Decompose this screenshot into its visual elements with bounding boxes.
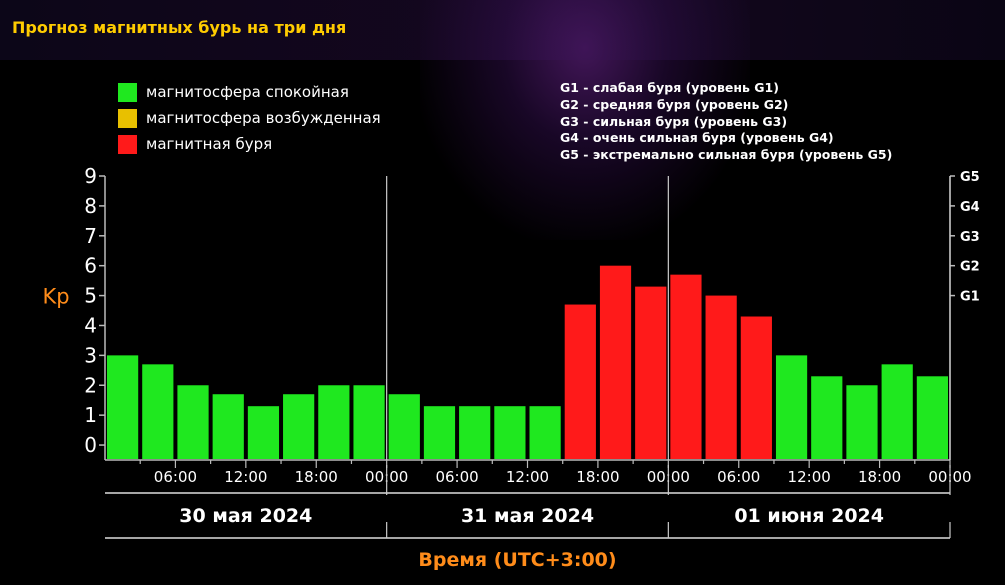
- g-scale-item-g5: G5 - экстремально сильная буря (уровень …: [560, 147, 893, 163]
- g-tick-label: G2: [960, 260, 980, 275]
- kp-bar: [529, 406, 561, 459]
- x-tick-label: 12:00: [506, 468, 549, 486]
- x-tick-label: 18:00: [295, 468, 338, 486]
- kp-bar: [599, 265, 632, 459]
- g-scale-item-g3: G3 - сильная буря (уровень G3): [560, 113, 788, 129]
- g-tick-label: G4: [960, 200, 980, 215]
- kp-bar: [107, 355, 139, 459]
- g-scale-item-g2: G2 - средняя буря (уровень G2): [560, 96, 789, 112]
- kp-bar: [212, 394, 244, 459]
- kp-bar: [740, 316, 772, 459]
- legend-item-storm: магнитная буря: [118, 131, 381, 157]
- kp-bar: [494, 406, 526, 459]
- kp-bar: [635, 286, 667, 459]
- x-tick-label: 12:00: [788, 468, 831, 486]
- legend-label-calm: магнитосфера спокойная: [146, 83, 349, 101]
- x-tick-label: 18:00: [858, 468, 901, 486]
- g-scale-legend: G1 - слабая буря (уровень G1) G2 - средн…: [560, 80, 892, 164]
- day-label: 01 июня 2024: [734, 505, 884, 527]
- kp-bar: [811, 376, 843, 459]
- y-tick-label: 6: [84, 254, 97, 278]
- g-tick-label: G1: [960, 290, 980, 305]
- kp-bar: [705, 295, 737, 459]
- kp-bar: [423, 406, 456, 459]
- kp-bar: [459, 406, 491, 459]
- day-label: 30 мая 2024: [179, 505, 312, 527]
- legend-swatch-excited: [118, 108, 137, 128]
- kp-bar: [177, 385, 209, 459]
- day-label: 31 мая 2024: [461, 505, 594, 527]
- g-tick-label: G5: [960, 170, 980, 185]
- kp-bar: [142, 364, 174, 459]
- kp-bar: [846, 385, 878, 459]
- kp-bar: [564, 304, 596, 459]
- kp-bar: [916, 376, 948, 459]
- y-tick-label: 9: [84, 164, 97, 188]
- y-axis-label: Kp: [42, 285, 69, 309]
- x-tick-label: 06:00: [435, 468, 478, 486]
- kp-bar: [670, 274, 702, 459]
- x-tick-label: 06:00: [717, 468, 760, 486]
- chart-title: Прогноз магнитных бурь на три дня: [12, 18, 347, 37]
- kp-bar: [775, 355, 808, 459]
- y-tick-label: 1: [84, 403, 97, 427]
- x-tick-label: 06:00: [154, 468, 197, 486]
- legend-swatch-storm: [118, 134, 137, 154]
- legend-item-excited: магнитосфера возбужденная: [118, 105, 381, 131]
- y-tick-label: 3: [84, 343, 97, 367]
- kp-bar: [283, 394, 315, 459]
- y-tick-label: 2: [84, 373, 97, 397]
- g-tick-label: G3: [960, 230, 980, 245]
- g-scale-item-g4: G4 - очень сильная буря (уровень G4): [560, 130, 834, 146]
- color-legend: магнитосфера спокойная магнитосфера возб…: [118, 79, 381, 157]
- legend-item-calm: магнитосфера спокойная: [118, 79, 381, 105]
- g-scale-item-g1: G1 - слабая буря (уровень G1): [560, 80, 779, 95]
- kp-bar: [881, 364, 913, 459]
- x-axis-label: Время (UTC+3:00): [418, 549, 616, 571]
- legend-swatch-calm: [118, 82, 137, 102]
- x-tick-label: 18:00: [576, 468, 619, 486]
- y-tick-label: 8: [84, 194, 97, 218]
- y-tick-label: 5: [84, 284, 97, 308]
- kp-bar: [247, 406, 280, 459]
- legend-label-excited: магнитосфера возбужденная: [146, 109, 381, 127]
- kp-bar: [388, 394, 420, 459]
- kp-bar: [318, 385, 350, 459]
- y-tick-label: 4: [84, 313, 97, 337]
- y-tick-label: 7: [84, 224, 97, 248]
- legend-label-storm: магнитная буря: [146, 135, 273, 153]
- kp-bar: [353, 385, 385, 459]
- y-tick-label: 0: [84, 433, 97, 457]
- x-tick-label: 12:00: [224, 468, 267, 486]
